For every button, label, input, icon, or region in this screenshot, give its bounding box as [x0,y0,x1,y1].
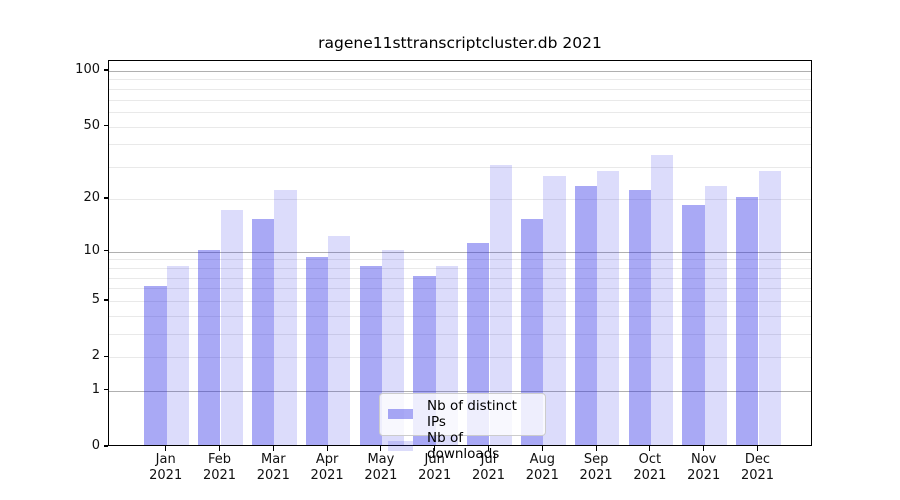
x-axis-tick [218,446,221,451]
x-axis-tick [165,446,167,451]
gridline-minor [109,126,811,128]
x-axis-tick [756,446,759,451]
y-axis-tick-label: 20 [83,189,100,205]
bar-downloads-oct [650,155,674,445]
gridline-minor [109,88,811,90]
legend-swatch-ips-icon [388,409,413,419]
y-axis-tick [103,445,108,447]
x-axis-tick [380,446,382,451]
bar-downloads-nov [704,186,728,445]
gridline-minor [109,259,811,261]
gridline-minor [109,79,811,81]
y-axis-tick [103,125,108,127]
x-axis-tick [434,446,436,451]
gridline-minor [109,334,811,336]
bar-distinct-ips-nov [682,205,705,445]
y-axis-tick [103,299,108,301]
x-axis-tick [326,446,328,451]
legend-label-downloads: Nb of downloads [427,430,500,462]
gridline-minor [109,99,811,101]
x-axis-tick-label: Apr 2021 [310,452,344,483]
legend-item-ips: Nb of distinct IPs [388,398,537,430]
y-axis-tick-label: 1 [91,381,100,397]
y-axis-tick-label: 100 [75,61,100,77]
bar-distinct-ips-may [359,265,382,445]
x-axis-tick-label: Sep 2021 [579,452,613,483]
chart-title: ragene11sttranscriptcluster.db 2021 [318,34,602,52]
bar-downloads-feb [220,209,243,445]
gridline-minor [109,315,811,317]
x-axis-tick-label: Oct 2021 [633,452,667,483]
bar-downloads-mar [274,189,297,445]
bar-distinct-ips-sep [574,186,598,445]
x-axis-tick [595,446,597,451]
legend-swatch-downloads-icon [388,441,413,451]
x-axis-tick [487,446,490,451]
bar-distinct-ips-apr [305,257,329,445]
bar-downloads-dec [758,170,781,445]
gridline-minor [109,167,811,169]
legend-label-ips: Nb of distinct IPs [427,398,517,430]
x-axis-tick-label: Dec 2021 [740,452,775,483]
plot-area [108,60,812,446]
bar-downloads-apr [328,236,351,445]
x-axis-tick-label: Feb 2021 [202,452,237,483]
bar-distinct-ips-oct [628,189,651,445]
y-axis-tick [103,197,108,199]
gridline-minor [109,112,811,114]
bar-distinct-ips-feb [198,249,221,445]
y-axis-tick-label: 5 [91,292,100,308]
gridline-major [109,70,811,72]
bar-distinct-ips-mar [251,219,275,445]
y-axis-tick-label: 0 [91,438,100,453]
x-axis-tick-label: Aug 2021 [525,452,559,483]
gridline-minor [109,144,811,146]
x-axis-tick-label: Nov 2021 [687,452,721,483]
gridline-minor [109,288,811,290]
bar-downloads-sep [597,170,620,445]
y-axis-tick-label: 50 [83,117,100,133]
gridline-minor [109,277,811,279]
x-axis-tick [703,446,705,451]
y-axis-tick [103,355,108,358]
y-axis-tick [103,69,108,71]
legend-item-downloads: Nb of downloads [388,430,537,462]
gridline-minor [109,357,811,359]
gridline-major [109,390,811,392]
y-axis-tick-label: 2 [91,348,100,364]
y-axis-tick [103,250,108,252]
x-axis-tick [649,446,651,451]
bar-distinct-ips-jan [144,286,167,445]
gridline-minor [109,198,811,200]
bar-downloads-jul [489,165,512,445]
gridline-major [109,251,811,253]
x-axis-tick [272,446,274,451]
bar-distinct-ips-aug [520,219,544,445]
gridline-minor [109,267,811,269]
x-axis-tick-label: May 2021 [364,452,398,483]
y-axis-tick-label: 10 [83,242,100,258]
legend: Nb of distinct IPs Nb of downloads [379,393,546,462]
bar-distinct-ips-dec [736,196,759,445]
bar-downloads-jan [166,265,190,445]
gridline-minor [109,301,811,303]
y-axis-tick [103,388,108,391]
x-axis-tick [541,446,543,451]
x-axis-tick-label: Jun 2021 [418,452,452,483]
x-axis-tick-label: Jan 2021 [149,452,183,483]
bar-downloads-aug [543,176,566,445]
x-axis-tick-label: Mar 2021 [256,452,290,483]
x-axis-tick-label: Jul 2021 [471,452,506,483]
